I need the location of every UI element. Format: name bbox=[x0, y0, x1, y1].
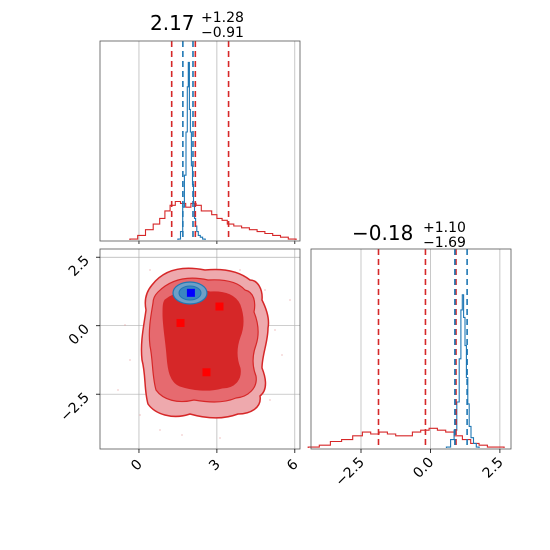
hist-y-xtick-label-2: 2.5 bbox=[480, 455, 507, 482]
hist-y-title-minus: −1.69 bbox=[423, 235, 466, 251]
contour-red bbox=[140, 267, 270, 419]
contour-xtick-label-2: 6 bbox=[284, 456, 302, 474]
hist-y-panel: −0.18 +1.10 −1.69 −2.5 0.0 2.5 bbox=[307, 220, 512, 490]
contour-frame bbox=[99, 248, 301, 450]
contour-y-ticks: 2.5 0.0 −2.5 bbox=[57, 253, 100, 425]
truth-marker-0 bbox=[186, 288, 195, 297]
hist-y-series-red bbox=[307, 427, 505, 448]
hist-x-title-minus: −0.91 bbox=[201, 25, 244, 41]
contour-ytick-label-0: 2.5 bbox=[66, 253, 93, 280]
truth-marker-2 bbox=[215, 302, 224, 311]
contour-ytick-label-2: −2.5 bbox=[57, 390, 92, 425]
truth-marker-1 bbox=[176, 318, 185, 327]
hist-y-xtick-label-0: −2.5 bbox=[332, 455, 367, 490]
hist-y-quantile-lines bbox=[377, 249, 468, 449]
hist-x-series-blue bbox=[177, 61, 206, 240]
contour-xtick-label-0: 0 bbox=[128, 457, 146, 475]
contour-panel: 0 3 6 2.5 0.0 −2.5 bbox=[57, 248, 302, 474]
contour-xtick-label-1: 3 bbox=[206, 457, 224, 475]
hist-x-quantile-lines bbox=[170, 41, 230, 241]
hist-y-title-value: −0.18 bbox=[352, 221, 413, 245]
contour-ytick-label-1: 0.0 bbox=[66, 321, 93, 348]
hist-y-series-blue bbox=[445, 294, 480, 448]
truth-marker-3 bbox=[202, 368, 211, 377]
hist-x-title-value: 2.17 bbox=[150, 11, 195, 35]
hist-x-gridlines bbox=[138, 41, 296, 244]
hist-y-title-plus: +1.10 bbox=[423, 220, 466, 236]
contour-red-inner bbox=[162, 289, 244, 391]
hist-y-frame bbox=[310, 248, 512, 450]
contour-x-ticks: 0 3 6 bbox=[128, 449, 302, 474]
hist-x-series bbox=[129, 61, 297, 240]
scatter-points bbox=[117, 269, 291, 439]
hist-y-x-ticks: −2.5 0.0 2.5 bbox=[332, 449, 507, 490]
truth-markers bbox=[176, 288, 224, 377]
hist-y-series bbox=[307, 294, 505, 448]
hist-y-xtick-label-1: 0.0 bbox=[410, 455, 437, 482]
hist-x-series-red bbox=[129, 200, 297, 240]
hist-x-frame bbox=[99, 40, 301, 242]
hist-y-gridlines bbox=[360, 249, 501, 449]
hist-x-title-plus: +1.28 bbox=[201, 10, 244, 26]
hist-x-panel: 2.17 +1.28 −0.91 bbox=[99, 10, 301, 244]
